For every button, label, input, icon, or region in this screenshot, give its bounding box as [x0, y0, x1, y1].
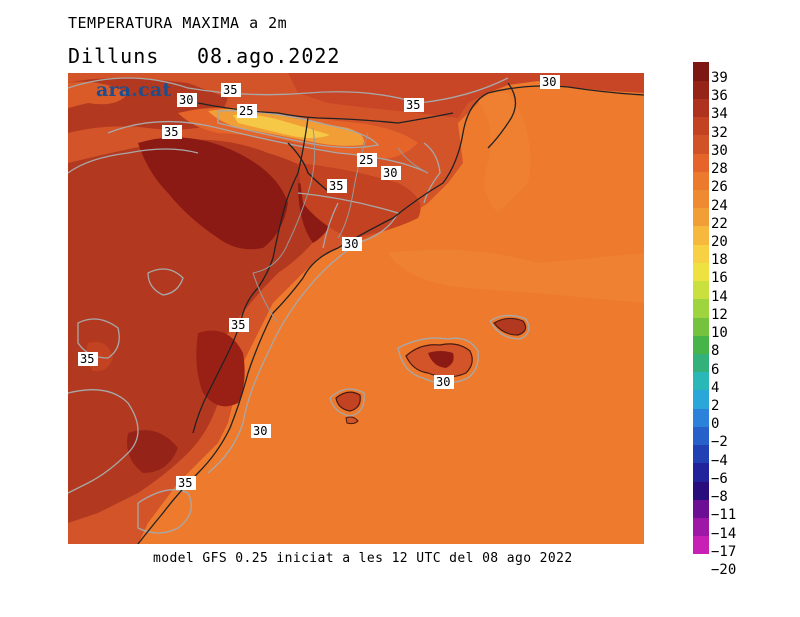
contour-label: 30 — [253, 424, 267, 438]
legend-label: 0 — [711, 416, 720, 433]
legend-swatch — [693, 244, 709, 263]
legend-swatch — [693, 535, 709, 555]
legend-swatch — [693, 408, 709, 427]
legend-swatch — [693, 444, 709, 464]
borders — [137, 82, 644, 544]
contour-label: 25 — [239, 104, 253, 118]
legend-swatch — [693, 335, 709, 355]
legend-swatch — [693, 226, 709, 245]
legend-swatch — [693, 353, 709, 373]
legend-label: 34 — [711, 106, 728, 123]
contour-label: 30 — [436, 375, 450, 389]
contour-label: 30 — [383, 166, 397, 180]
legend-swatch — [693, 280, 709, 300]
legend-swatch — [693, 116, 709, 136]
menorca-island — [493, 317, 527, 336]
legend-label: 2 — [711, 398, 720, 414]
ara-cat-logo: ara.cat — [96, 79, 172, 101]
legend-swatch — [693, 481, 709, 500]
legend-label: 24 — [711, 197, 728, 214]
legend-label: −4 — [711, 452, 728, 469]
legend-label: −8 — [711, 489, 728, 506]
legend-label: 4 — [711, 379, 720, 396]
legend-label: 6 — [711, 361, 720, 378]
legend-swatch — [693, 62, 709, 81]
formentera-island — [345, 416, 359, 425]
legend-swatch — [693, 171, 709, 191]
legend-label: 20 — [711, 234, 728, 250]
map-canvas: 35 30 25 35 35 25 30 35 30 35 35 30 30 — [68, 73, 644, 544]
very-hot-core-1 — [138, 137, 288, 250]
legend-label: 18 — [711, 252, 728, 269]
date-label: 08.ago.2022 — [197, 44, 341, 68]
contour-label: 35 — [406, 98, 420, 112]
contour-label: 35 — [329, 179, 343, 193]
color-legend: 39 36 34 32 30 28 26 24 22 20 18 16 14 12 10 8 6 4 2 0 −2 −4−… — [693, 62, 783, 577]
legend-label: −6 — [711, 470, 728, 487]
legend-label: −17 — [711, 543, 737, 560]
contour-label: 35 — [80, 352, 94, 366]
legend-swatch — [693, 390, 709, 409]
map-title: TEMPERATURA MAXIMA a 2m — [68, 14, 288, 32]
legend-label: 26 — [711, 179, 728, 196]
sea-light-patch — [388, 249, 644, 303]
legend-label: 16 — [711, 270, 728, 287]
legend-swatch — [693, 517, 709, 537]
legend-label: 10 — [711, 325, 728, 342]
contour-label: 35 — [223, 83, 237, 97]
cool-patch-nw — [68, 81, 128, 108]
legend-label: −2 — [711, 434, 728, 451]
legend-label: −11 — [711, 507, 737, 524]
contour-label: 25 — [359, 153, 373, 167]
legend-label: 36 — [711, 88, 728, 105]
legend-swatch — [693, 298, 709, 318]
very-hot-core-4 — [127, 430, 178, 473]
contour-labels: 35 30 25 35 35 25 30 35 30 35 35 30 30 — [78, 75, 560, 490]
legend-label: 14 — [711, 288, 728, 305]
legend-swatch — [693, 317, 709, 336]
contour-label: 30 — [542, 75, 556, 89]
legend-label: −14 — [711, 525, 737, 542]
legend-swatch — [693, 80, 709, 99]
legend-swatch — [693, 426, 709, 446]
legend-label: 12 — [711, 306, 728, 323]
temperature-map: 35 30 25 35 35 25 30 35 30 35 35 30 30 — [68, 73, 644, 544]
legend-swatch — [693, 189, 709, 209]
legend-label: 39 — [711, 70, 728, 86]
sea-light-patch-north — [468, 93, 531, 213]
contour-label: 30 — [344, 237, 358, 251]
ibiza-island — [335, 391, 361, 412]
day-label: Dilluns — [68, 44, 160, 68]
legend-label: 28 — [711, 161, 728, 178]
legend-label: 30 — [711, 142, 728, 159]
contour-lines — [68, 77, 530, 534]
legend-swatch — [693, 207, 709, 227]
legend-swatch — [693, 134, 709, 154]
legend-swatch — [693, 153, 709, 172]
legend-swatch — [693, 371, 709, 391]
model-footer: model GFS 0.25 iniciat a les 12 UTC del … — [153, 551, 573, 566]
legend-swatch — [693, 499, 709, 519]
legend-label: 8 — [711, 343, 720, 360]
legend-label: −20 — [711, 562, 737, 578]
contour-label: 35 — [178, 476, 192, 490]
legend-swatch — [693, 262, 709, 282]
contour-label: 35 — [231, 318, 245, 332]
regional-borders — [252, 127, 429, 324]
legend-label: 22 — [711, 215, 728, 232]
legend-label: 32 — [711, 124, 728, 141]
contour-label: 30 — [179, 93, 193, 107]
legend-swatch — [693, 98, 709, 118]
legend-swatch — [693, 462, 709, 482]
contour-label: 35 — [164, 125, 178, 139]
mallorca-hot — [428, 351, 454, 368]
